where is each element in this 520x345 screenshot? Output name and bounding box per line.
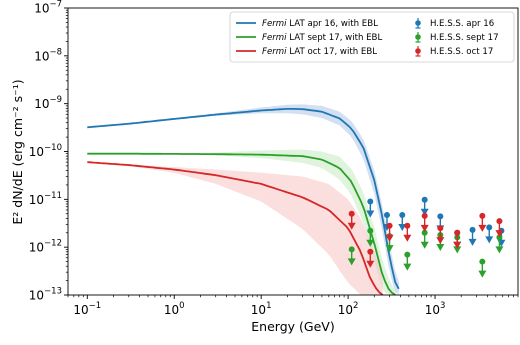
- hess-point-2-5: [436, 225, 445, 245]
- hess-point-2-1: [366, 248, 375, 268]
- legend-box: [229, 11, 515, 63]
- legend-line-label-1: Fermi LAT sept 17, with EBL: [262, 33, 382, 43]
- legend-line-label-2: Fermi LAT oct 17, with EBL: [262, 47, 377, 57]
- hess-point-2-2: [385, 222, 394, 242]
- hess-point-2-6: [453, 229, 462, 249]
- hess-point-2-7: [478, 212, 487, 232]
- hess-point-1-7: [478, 258, 487, 278]
- legend-point-swatch-2: [415, 46, 421, 57]
- legend-point-label-0: H.E.S.S. apr 16: [430, 19, 494, 29]
- legend-point-label-2: H.E.S.S. oct 17: [430, 47, 493, 57]
- hess-point-0-3: [420, 196, 429, 216]
- y-tick-label-0: 10−13: [29, 287, 62, 303]
- hess-point-1-8: [495, 234, 504, 254]
- x-axis-label: Energy (GeV): [251, 319, 334, 334]
- hess-point-2-8: [495, 218, 504, 238]
- hess-point-1-3: [403, 251, 412, 271]
- legend-line-label-0: Fermi LAT apr 16, with EBL: [262, 19, 378, 29]
- hess-point-1-4: [420, 229, 429, 249]
- hess-point-0-6: [468, 226, 477, 246]
- x-tick-label-0: 10−1: [73, 301, 101, 317]
- y-tick-label-4: 10−9: [34, 95, 62, 111]
- y-tick-label-2: 10−11: [29, 191, 62, 207]
- line-1: [87, 152, 396, 295]
- hess-point-2-3: [403, 222, 412, 242]
- model-lines: [87, 108, 400, 295]
- legend-point-label-1: H.E.S.S. sept 17: [430, 33, 499, 43]
- uncertainty-bands: [87, 104, 399, 295]
- legend: Fermi LAT apr 16, with EBL Fermi LAT sept…: [229, 11, 515, 63]
- hess-point-2-4: [420, 212, 429, 232]
- x-tick-label-3: 102: [338, 301, 359, 317]
- hess-point-1-1: [366, 227, 375, 247]
- y-tick-label-5: 10−8: [34, 47, 62, 63]
- y-tick-label-1: 10−12: [29, 239, 62, 255]
- x-tick-label-2: 101: [251, 301, 272, 317]
- x-tick-label-1: 100: [164, 301, 185, 317]
- x-tick-label-4: 103: [425, 301, 446, 317]
- band-2: [87, 162, 383, 295]
- legend-point-swatch-1: [415, 32, 421, 43]
- line-0: [87, 108, 400, 290]
- hess-point-2-0: [347, 210, 356, 230]
- hess-point-0-0: [366, 198, 375, 218]
- y-tick-label-6: 10−7: [34, 0, 62, 16]
- y-tick-label-3: 10−10: [29, 143, 62, 159]
- line-2: [87, 161, 384, 295]
- y-axis-label: E² dN/dE (erg cm⁻² s⁻¹): [10, 79, 25, 224]
- hess-point-1-0: [347, 246, 356, 266]
- legend-point-swatch-0: [415, 18, 421, 29]
- hess-points: [347, 196, 506, 278]
- hess-point-0-7: [485, 224, 494, 244]
- hess-point-0-2: [398, 212, 407, 232]
